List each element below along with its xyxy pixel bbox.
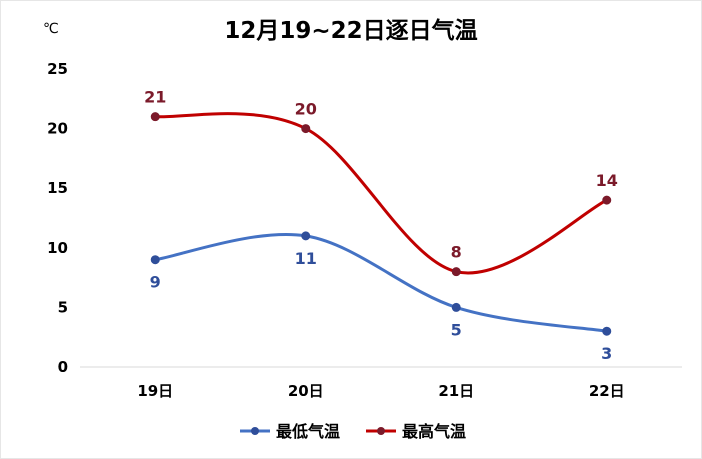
x-tick-label: 21日 [438,382,474,400]
data-point [602,326,612,336]
legend-marker [377,427,385,435]
series-1: 9 11 5 3 [150,231,612,363]
y-tick-label: 25 [47,60,68,78]
x-tick-label: 20日 [288,382,324,400]
chart-title: 12月19~22日逐日气温 [224,17,477,44]
data-point [451,302,461,312]
y-tick-label: 20 [47,120,68,138]
data-point [150,112,160,122]
legend-marker [251,427,259,435]
data-point [301,231,311,241]
data-label: 9 [150,273,161,292]
data-label: 14 [596,171,618,190]
data-label: 20 [295,100,317,119]
series-2: 21 20 8 14 [144,88,618,277]
legend-item: 最高气温 [366,422,466,441]
series-line [153,112,609,275]
data-label: 11 [295,249,317,268]
legend-label: 最低气温 [276,422,340,441]
series-line [153,233,609,333]
data-point [602,195,612,205]
data-label: 3 [601,344,612,363]
y-axis-ticks: 0 5 10 15 20 25 [47,60,68,376]
x-axis: 19日 20日 21日 22日 [80,366,682,400]
y-tick-label: 15 [47,179,68,197]
legend: 最低气温 最高气温 [240,422,466,441]
data-label: 8 [451,243,462,262]
data-point [451,267,461,277]
legend-label: 最高气温 [402,422,466,441]
y-tick-label: 0 [58,358,68,376]
x-tick-label: 22日 [589,382,625,400]
data-point [150,255,160,265]
series-layer: 9 11 5 3 21 20 8 14 [144,88,618,364]
legend-item: 最低气温 [240,422,340,441]
y-axis-unit: ℃ [43,21,59,37]
y-tick-label: 10 [47,239,68,257]
data-label: 5 [451,320,462,339]
x-tick-label: 19日 [137,382,173,400]
y-tick-label: 5 [58,298,68,316]
data-point [301,124,311,134]
data-label: 21 [144,88,166,107]
